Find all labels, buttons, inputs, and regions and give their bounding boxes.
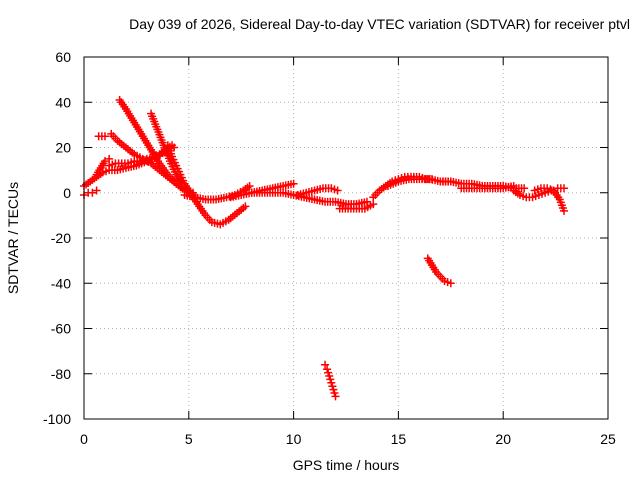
series-track-14 bbox=[335, 200, 378, 213]
grid bbox=[84, 57, 608, 419]
data-point bbox=[559, 184, 568, 193]
x-tick-label: 20 bbox=[495, 431, 511, 447]
series-track-6 bbox=[115, 95, 197, 200]
series-track-23 bbox=[321, 360, 340, 401]
data-point bbox=[446, 279, 455, 288]
x-tick-label: 25 bbox=[600, 431, 616, 447]
data-point bbox=[245, 181, 254, 190]
y-tick-label: -20 bbox=[51, 230, 71, 246]
series-track-12 bbox=[247, 188, 371, 209]
data-point bbox=[331, 392, 340, 401]
series-track-2 bbox=[80, 186, 101, 200]
x-tick-label: 10 bbox=[286, 431, 302, 447]
tick-labels: -100 -80 -60 -40 -20 0 20 40 60 0 5 10 15 20 25 bbox=[43, 49, 616, 447]
chart-title: Day 039 of 2026, Sidereal Day-to-day VTE… bbox=[129, 16, 630, 32]
data-point bbox=[333, 186, 342, 195]
data-point bbox=[520, 184, 529, 193]
x-axis-label: GPS time / hours bbox=[293, 457, 400, 473]
x-tick-label: 15 bbox=[391, 431, 407, 447]
series-track-3 bbox=[92, 154, 114, 179]
data-point bbox=[105, 154, 114, 163]
data-points bbox=[80, 95, 568, 401]
series-track-4 bbox=[94, 132, 109, 141]
series-track-21 bbox=[549, 184, 568, 195]
y-tick-label: 40 bbox=[55, 94, 71, 110]
y-tick-label: 20 bbox=[55, 140, 71, 156]
plot-frame bbox=[83, 56, 609, 420]
data-point bbox=[241, 202, 250, 211]
data-point bbox=[549, 186, 558, 195]
y-tick-label: -60 bbox=[51, 321, 71, 337]
data-point bbox=[289, 179, 298, 188]
data-point bbox=[100, 157, 109, 166]
data-point bbox=[321, 360, 330, 369]
y-axis-label: SDTVAR / TECUs bbox=[5, 182, 21, 294]
series-track-22 bbox=[423, 254, 455, 288]
x-tick-label: 5 bbox=[185, 431, 193, 447]
x-tick-label: 0 bbox=[80, 431, 88, 447]
y-tick-label: 60 bbox=[55, 49, 71, 65]
data-point bbox=[88, 188, 97, 197]
y-tick-label: -80 bbox=[51, 366, 71, 382]
data-point bbox=[369, 200, 378, 209]
series-track-18 bbox=[457, 181, 518, 193]
y-tick-label: 0 bbox=[63, 185, 71, 201]
data-point bbox=[100, 132, 109, 141]
y-tick-label: -100 bbox=[43, 411, 71, 427]
y-tick-label: -40 bbox=[51, 275, 71, 291]
series-track-9 bbox=[163, 141, 250, 229]
data-point bbox=[92, 186, 101, 195]
series-track-20 bbox=[530, 184, 568, 215]
series-track-15 bbox=[369, 172, 436, 202]
tick-marks bbox=[83, 56, 609, 420]
data-point bbox=[559, 206, 568, 215]
series-track-13 bbox=[293, 184, 342, 200]
